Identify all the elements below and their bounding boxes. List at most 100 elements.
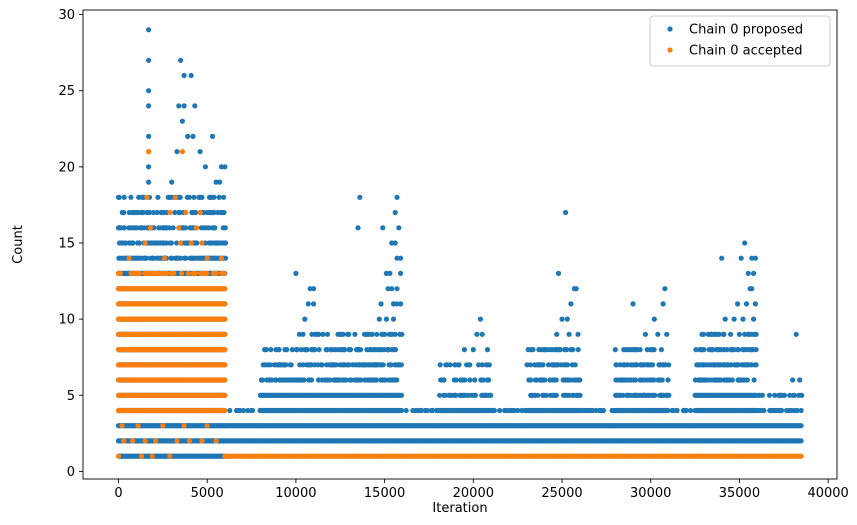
data-point bbox=[194, 240, 200, 246]
data-point bbox=[346, 331, 352, 337]
data-point bbox=[749, 286, 755, 292]
data-point bbox=[453, 377, 459, 383]
data-point bbox=[753, 362, 759, 368]
data-point bbox=[135, 209, 141, 216]
data-point bbox=[766, 392, 773, 398]
data-point bbox=[470, 347, 476, 353]
data-point bbox=[563, 209, 569, 216]
data-point bbox=[165, 194, 171, 200]
data-point bbox=[121, 194, 127, 200]
data-point bbox=[222, 240, 228, 246]
data-point bbox=[753, 347, 759, 353]
data-point bbox=[674, 407, 680, 414]
data-point bbox=[540, 362, 546, 368]
data-point bbox=[140, 209, 146, 216]
data-point bbox=[467, 362, 473, 368]
data-point bbox=[467, 377, 473, 383]
data-point bbox=[346, 347, 352, 353]
data-point bbox=[472, 377, 478, 383]
data-point bbox=[652, 392, 658, 398]
data-point bbox=[208, 194, 214, 200]
data-point bbox=[536, 362, 542, 368]
data-point bbox=[188, 72, 194, 79]
data-point bbox=[308, 377, 315, 383]
data-point bbox=[720, 362, 727, 368]
data-point bbox=[121, 209, 127, 216]
data-point bbox=[296, 331, 302, 337]
data-point bbox=[333, 362, 339, 368]
data-point bbox=[403, 407, 409, 414]
data-point bbox=[613, 362, 619, 368]
data-point bbox=[396, 225, 402, 231]
data-point bbox=[398, 255, 404, 261]
data-point bbox=[178, 255, 184, 261]
data-point bbox=[632, 377, 639, 383]
data-point bbox=[202, 164, 208, 170]
data-point bbox=[491, 407, 497, 414]
data-point bbox=[154, 209, 160, 216]
data-point bbox=[751, 377, 757, 383]
data-point bbox=[311, 347, 317, 353]
data-point bbox=[735, 301, 741, 307]
data-point bbox=[736, 331, 743, 337]
data-point bbox=[715, 331, 721, 337]
data-point bbox=[437, 392, 443, 398]
data-point bbox=[284, 347, 290, 353]
data-point bbox=[398, 270, 404, 276]
data-point bbox=[701, 347, 707, 353]
data-point bbox=[797, 377, 803, 383]
data-point bbox=[479, 331, 485, 337]
data-point bbox=[221, 209, 227, 216]
data-point bbox=[121, 225, 127, 231]
data-point bbox=[633, 362, 640, 368]
data-point bbox=[192, 103, 198, 109]
data-point bbox=[177, 194, 183, 200]
data-point bbox=[169, 179, 175, 185]
data-point bbox=[728, 331, 734, 337]
data-point bbox=[553, 392, 560, 398]
data-point bbox=[146, 103, 152, 109]
data-point bbox=[480, 377, 486, 383]
data-point bbox=[146, 57, 152, 63]
data-point bbox=[568, 301, 574, 307]
data-point bbox=[263, 347, 269, 353]
data-point bbox=[564, 347, 570, 353]
data-point bbox=[150, 209, 156, 216]
data-point bbox=[745, 270, 751, 276]
data-point bbox=[217, 179, 223, 185]
data-point bbox=[392, 240, 398, 246]
data-point bbox=[744, 377, 750, 383]
data-point bbox=[694, 362, 700, 368]
data-point bbox=[688, 407, 694, 414]
data-point bbox=[657, 362, 663, 368]
data-point bbox=[206, 225, 212, 231]
data-point bbox=[477, 316, 483, 322]
data-point bbox=[174, 240, 180, 246]
data-point bbox=[119, 255, 125, 261]
data-point bbox=[430, 407, 436, 414]
data-point bbox=[358, 377, 364, 383]
data-point bbox=[394, 286, 400, 292]
data-point bbox=[528, 377, 534, 383]
data-point bbox=[476, 362, 482, 368]
data-point bbox=[752, 301, 759, 307]
data-point bbox=[373, 377, 379, 383]
data-point bbox=[658, 347, 665, 353]
data-point bbox=[600, 407, 607, 414]
data-point bbox=[163, 240, 169, 246]
data-point bbox=[462, 377, 468, 383]
data-point bbox=[798, 407, 804, 414]
data-point bbox=[535, 392, 541, 398]
data-point bbox=[185, 270, 191, 276]
data-point bbox=[179, 118, 185, 124]
data-point bbox=[197, 149, 203, 155]
data-point bbox=[561, 362, 567, 368]
data-point bbox=[655, 331, 661, 337]
data-point bbox=[612, 347, 618, 353]
data-point bbox=[527, 362, 534, 368]
data-point bbox=[733, 362, 739, 368]
data-point bbox=[396, 362, 402, 368]
data-point bbox=[486, 362, 492, 368]
data-point bbox=[392, 331, 398, 337]
